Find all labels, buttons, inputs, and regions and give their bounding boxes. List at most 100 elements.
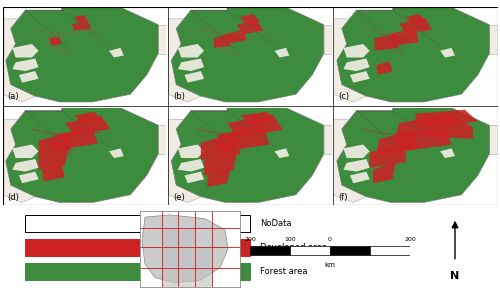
Polygon shape	[208, 168, 231, 187]
Text: km: km	[324, 262, 336, 268]
Bar	[290, 246, 330, 255]
Polygon shape	[178, 144, 204, 158]
Polygon shape	[178, 44, 204, 57]
Polygon shape	[391, 28, 419, 46]
Polygon shape	[172, 108, 324, 202]
Polygon shape	[38, 150, 68, 170]
Polygon shape	[344, 44, 369, 57]
Polygon shape	[168, 111, 227, 202]
Polygon shape	[109, 48, 124, 57]
Polygon shape	[184, 71, 204, 83]
Polygon shape	[376, 61, 392, 75]
Polygon shape	[440, 48, 455, 57]
Polygon shape	[334, 10, 392, 102]
Polygon shape	[158, 25, 166, 54]
Bar	[25, 215, 250, 232]
Polygon shape	[178, 59, 204, 71]
Polygon shape	[350, 71, 370, 83]
Text: (f): (f)	[338, 193, 348, 202]
Polygon shape	[55, 127, 98, 150]
Polygon shape	[337, 7, 490, 102]
Polygon shape	[227, 115, 283, 137]
Bar	[330, 246, 370, 255]
Polygon shape	[274, 148, 289, 158]
Bar	[178, 228, 195, 247]
Bar	[25, 239, 250, 256]
Polygon shape	[440, 148, 455, 158]
Polygon shape	[350, 172, 370, 183]
Polygon shape	[406, 14, 425, 24]
Polygon shape	[226, 30, 246, 44]
Polygon shape	[178, 159, 204, 172]
Polygon shape	[19, 71, 38, 83]
Text: (a): (a)	[8, 92, 19, 101]
Polygon shape	[48, 36, 62, 46]
Polygon shape	[217, 125, 270, 152]
Text: 100: 100	[284, 238, 296, 242]
Polygon shape	[490, 125, 498, 154]
Polygon shape	[214, 34, 230, 48]
Polygon shape	[334, 111, 392, 202]
Polygon shape	[274, 48, 289, 57]
Polygon shape	[396, 114, 473, 139]
Polygon shape	[373, 162, 396, 183]
Polygon shape	[2, 111, 62, 202]
Polygon shape	[2, 10, 62, 102]
Polygon shape	[6, 7, 158, 102]
Bar	[162, 268, 179, 287]
Text: NoData: NoData	[260, 219, 292, 228]
Polygon shape	[12, 44, 38, 57]
Bar	[178, 247, 195, 267]
Polygon shape	[237, 20, 263, 34]
Polygon shape	[204, 152, 237, 175]
Polygon shape	[416, 110, 478, 127]
Polygon shape	[374, 33, 399, 51]
Bar	[162, 247, 179, 267]
Text: (c): (c)	[338, 92, 349, 101]
Bar	[195, 247, 212, 267]
Polygon shape	[184, 172, 204, 183]
Polygon shape	[337, 108, 490, 202]
Bar	[250, 246, 290, 255]
Polygon shape	[376, 131, 416, 154]
Polygon shape	[201, 133, 240, 160]
Polygon shape	[240, 14, 260, 25]
Text: Developed area: Developed area	[260, 243, 327, 252]
Polygon shape	[324, 25, 332, 54]
Text: 0: 0	[328, 238, 332, 242]
Polygon shape	[65, 115, 110, 135]
Polygon shape	[74, 15, 88, 23]
Polygon shape	[38, 133, 72, 156]
Polygon shape	[12, 59, 38, 71]
Text: (b): (b)	[173, 92, 185, 101]
Polygon shape	[74, 112, 101, 123]
Polygon shape	[172, 7, 324, 102]
Polygon shape	[142, 215, 228, 283]
Polygon shape	[42, 164, 65, 181]
Polygon shape	[12, 144, 38, 158]
Polygon shape	[399, 18, 432, 34]
Bar	[178, 268, 195, 287]
Polygon shape	[168, 10, 227, 102]
Text: 200: 200	[404, 238, 416, 242]
Bar	[162, 228, 179, 247]
Bar	[195, 268, 212, 287]
Text: Forest area: Forest area	[260, 267, 308, 276]
Text: (e): (e)	[173, 193, 184, 202]
Bar	[25, 263, 250, 280]
Text: 200: 200	[244, 238, 256, 242]
Polygon shape	[344, 59, 369, 71]
Polygon shape	[72, 21, 91, 30]
Polygon shape	[19, 172, 38, 183]
Polygon shape	[6, 108, 158, 202]
Text: N: N	[450, 271, 460, 281]
Text: (d): (d)	[8, 193, 20, 202]
Polygon shape	[344, 144, 369, 158]
Polygon shape	[109, 148, 124, 158]
Bar	[370, 246, 410, 255]
Polygon shape	[12, 159, 38, 172]
Polygon shape	[158, 125, 166, 154]
Polygon shape	[344, 159, 369, 172]
Polygon shape	[396, 127, 452, 152]
Polygon shape	[324, 125, 332, 154]
